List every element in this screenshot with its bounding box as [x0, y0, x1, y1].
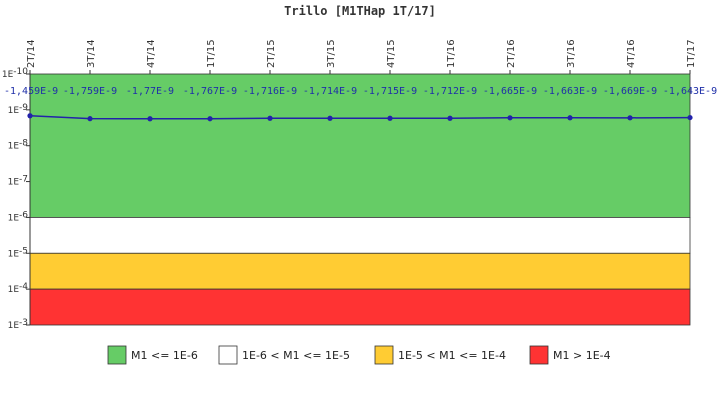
data-point [87, 116, 93, 122]
data-label: -1,767E-9 [183, 86, 237, 97]
y-tick-label: 1E-10 [2, 67, 28, 80]
x-tick-label: 3T/16 [566, 39, 577, 68]
band-0 [29, 73, 691, 218]
data-point [507, 115, 513, 121]
legend-label: 1E-6 < M1 <= 1E-5 [242, 349, 350, 362]
y-tick-label: 1E-7 [8, 175, 28, 188]
y-axis: 1E-10 1E-9 1E-8 1E-7 1E-6 1E-5 1E-4 1E-3 [2, 67, 31, 331]
data-point [387, 115, 393, 121]
risk-bands [29, 73, 691, 326]
x-tick-label: 1T/16 [446, 39, 457, 68]
legend-swatch [107, 345, 127, 365]
band-2 [29, 252, 691, 290]
x-tick-label: 3T/14 [86, 39, 97, 68]
data-point [27, 113, 33, 119]
band-3 [29, 288, 691, 326]
legend: M1 <= 1E-6 1E-6 < M1 <= 1E-5 1E-5 < M1 <= … [107, 345, 611, 365]
data-label: -1,77E-9 [126, 86, 174, 97]
data-label: -1,459E-9 [4, 86, 58, 97]
series-line-path [29, 114, 691, 120]
data-label: -1,669E-9 [603, 86, 657, 97]
x-tick-label: 2T/16 [506, 39, 517, 68]
legend-swatch [218, 345, 238, 365]
x-axis: 2T/14 3T/14 4T/14 1T/15 2T/15 3T/15 4T/15 1T/16… [26, 39, 697, 74]
data-label: -1,663E-9 [543, 86, 597, 97]
data-point [327, 115, 333, 121]
x-tick-label: 1T/17 [686, 39, 697, 68]
data-point [567, 115, 573, 121]
x-tick-label: 4T/16 [626, 39, 637, 68]
legend-swatch [529, 345, 549, 365]
x-tick-label: 2T/15 [266, 39, 277, 68]
legend-label: M1 <= 1E-6 [131, 349, 198, 362]
series-line [27, 113, 693, 122]
data-label: -1,665E-9 [483, 86, 537, 97]
legend-label: 1E-5 < M1 <= 1E-4 [398, 349, 506, 362]
data-point [207, 116, 213, 122]
y-tick-label: 1E-5 [8, 246, 28, 259]
x-tick-label: 3T/15 [326, 39, 337, 68]
data-label: -1,759E-9 [63, 86, 117, 97]
x-tick-label: 2T/14 [26, 39, 37, 68]
y-tick-label: 1E-4 [8, 282, 29, 295]
data-label: -1,716E-9 [243, 86, 297, 97]
data-label: -1,643E-9 [663, 86, 717, 97]
x-tick-label: 4T/14 [146, 39, 157, 68]
data-label: -1,712E-9 [423, 86, 477, 97]
chart-title: Trillo [M1THap 1T/17] [284, 4, 436, 18]
legend-label: M1 > 1E-4 [553, 349, 611, 362]
x-tick-label: 4T/15 [386, 39, 397, 68]
data-point [147, 116, 153, 122]
y-tick-label: 1E-6 [8, 210, 29, 223]
data-point [267, 115, 273, 121]
x-tick-label: 1T/15 [206, 39, 217, 68]
data-point [687, 114, 693, 121]
data-point [627, 115, 633, 121]
data-label: -1,714E-9 [303, 86, 357, 97]
legend-swatch [374, 345, 394, 365]
data-labels: -1,459E-9 -1,759E-9 -1,77E-9 -1,767E-9 -1,71… [4, 86, 717, 97]
band-1 [29, 217, 691, 254]
data-label: -1,715E-9 [363, 86, 417, 97]
y-tick-label: 1E-9 [8, 103, 29, 116]
data-point [447, 115, 453, 121]
y-tick-label: 1E-3 [8, 318, 28, 331]
y-tick-label: 1E-8 [8, 139, 29, 152]
